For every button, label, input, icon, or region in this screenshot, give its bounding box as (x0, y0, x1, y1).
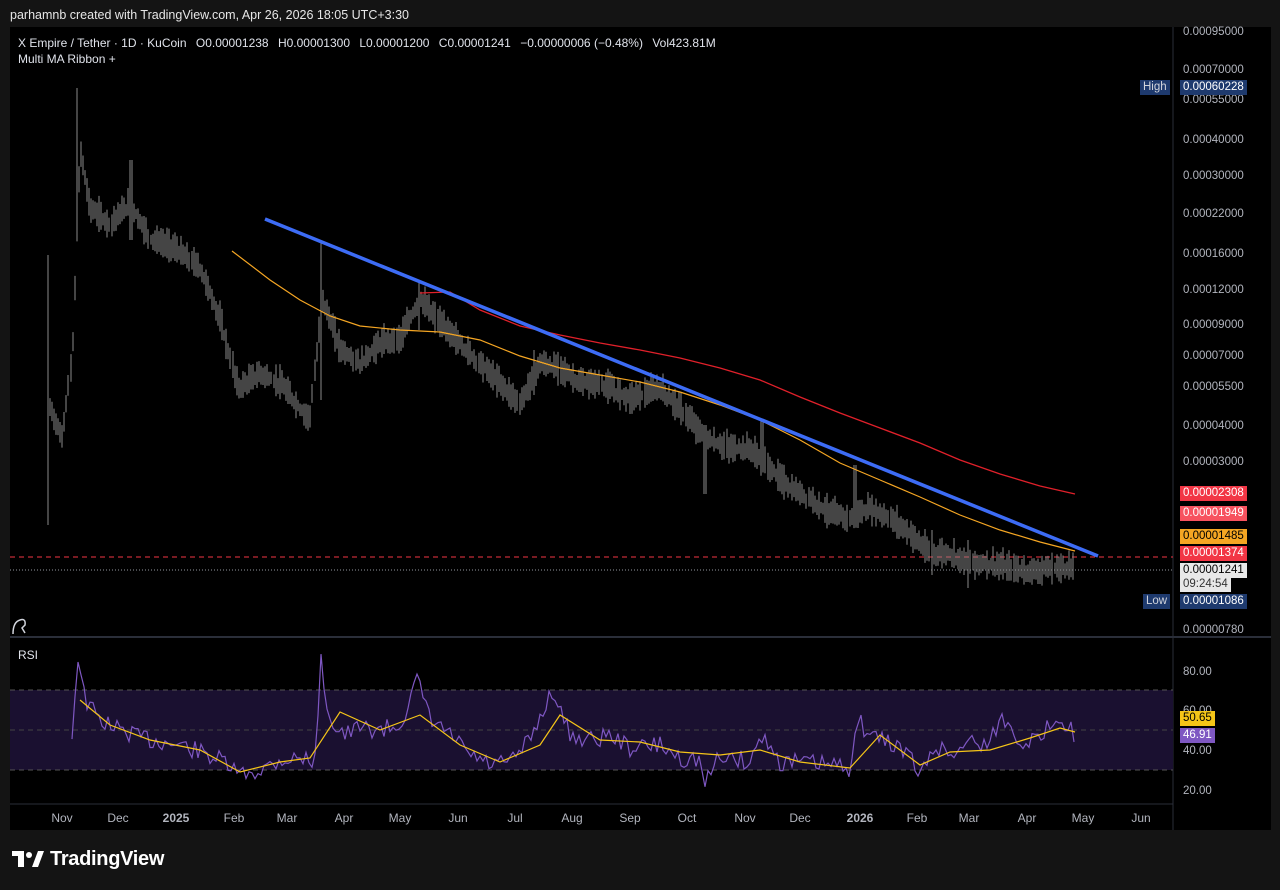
price-tick: 0.00055000 (1183, 94, 1244, 106)
price-tick: 0.00000780 (1183, 624, 1244, 636)
ma-red-line (419, 291, 1076, 495)
low-tag-label: Low (1143, 594, 1171, 609)
change-value: −0.00000006 (−0.48%) (520, 36, 643, 50)
rsi-ma-tag: 50.65 (1180, 711, 1215, 726)
rsi-tick: 40.00 (1183, 745, 1212, 757)
time-tick: Dec (107, 811, 128, 825)
time-tick: May (389, 811, 412, 825)
ma-orange-line (231, 250, 1076, 552)
close-value: C0.00001241 (438, 36, 511, 50)
price-tick: 0.00004000 (1183, 420, 1244, 432)
trendline (264, 217, 1099, 558)
tradingview-logo-icon (12, 849, 44, 871)
ma-tag-2: 0.00001949 (1180, 506, 1247, 521)
chart-legend: X Empire / Tether · 1D · KuCoin O0.00001… (18, 35, 722, 67)
rsi-tick: 80.00 (1183, 666, 1212, 678)
indicator-label[interactable]: Multi MA Ribbon + (18, 52, 116, 66)
time-tick: Jun (448, 811, 467, 825)
open-value: O0.00001238 (195, 36, 269, 50)
symbol-label[interactable]: X Empire / Tether · 1D · KuCoin (18, 36, 187, 50)
last-price-tag: 0.00001241 (1180, 563, 1247, 578)
ma-tag-1: 0.00002308 (1180, 486, 1247, 501)
time-tick: 2026 (847, 811, 874, 825)
low-tag-value: 0.00001086 (1180, 594, 1247, 609)
time-tick: Jun (1131, 811, 1150, 825)
time-tick: Aug (561, 811, 582, 825)
price-tick: 0.00030000 (1183, 170, 1244, 182)
footer-bar (0, 830, 1280, 890)
price-tick: 0.00095000 (1183, 26, 1244, 38)
time-tick: Apr (1018, 811, 1037, 825)
time-tick: Nov (51, 811, 72, 825)
time-tick: Mar (277, 811, 298, 825)
high-tag-value: 0.00060228 (1180, 80, 1247, 95)
time-tick: Nov (734, 811, 755, 825)
time-tick: Apr (335, 811, 354, 825)
time-tick: Oct (678, 811, 697, 825)
ma-tag-3: 0.00001485 (1180, 529, 1247, 544)
rsi-ma-line (79, 699, 1076, 773)
price-axis: 0.00095000 0.00070000 0.00055000 0.00040000… (1183, 26, 1244, 636)
time-tick: Mar (959, 811, 980, 825)
candles-group (47, 88, 1074, 588)
time-tick: Feb (907, 811, 928, 825)
ma-tag-4: 0.00001374 (1180, 546, 1247, 561)
price-tick: 0.00009000 (1183, 319, 1244, 331)
attribution-bar: parhamnb created with TradingView.com, A… (0, 0, 1280, 28)
rsi-label[interactable]: RSI (18, 648, 39, 662)
object-tree-icon[interactable] (12, 618, 26, 635)
price-tick: 0.00012000 (1183, 284, 1244, 296)
time-tick: Sep (619, 811, 641, 825)
volume-value: Vol423.81M (652, 36, 716, 50)
rsi-tick: 20.00 (1183, 785, 1212, 797)
countdown-tag: 09:24:54 (1180, 577, 1231, 592)
high-value: H0.00001300 (277, 36, 351, 50)
low-value: L0.00001200 (359, 36, 430, 50)
rsi-value-tag: 46.91 (1180, 728, 1215, 743)
high-tag-label: High (1140, 80, 1170, 95)
price-tick: 0.00040000 (1183, 134, 1244, 146)
tradingview-logo[interactable]: TradingView (12, 848, 164, 871)
time-tick: Feb (224, 811, 245, 825)
time-tick: Dec (789, 811, 810, 825)
price-tick: 0.00070000 (1183, 64, 1244, 76)
price-tick: 0.00016000 (1183, 248, 1244, 260)
price-tick: 0.00007000 (1183, 350, 1244, 362)
time-tick: May (1072, 811, 1095, 825)
time-axis: Nov Dec 2025 Feb Mar Apr May Jun Jul Aug Sep Oct Nov… (51, 811, 1150, 825)
price-tick: 0.00003000 (1183, 456, 1244, 468)
attribution-text: parhamnb created with TradingView.com, A… (10, 8, 409, 22)
price-tick: 0.00005500 (1183, 381, 1244, 393)
time-tick: 2025 (163, 811, 190, 825)
tradingview-wordmark: TradingView (50, 848, 165, 870)
time-tick: Jul (507, 811, 522, 825)
price-tick: 0.00022000 (1183, 208, 1244, 220)
